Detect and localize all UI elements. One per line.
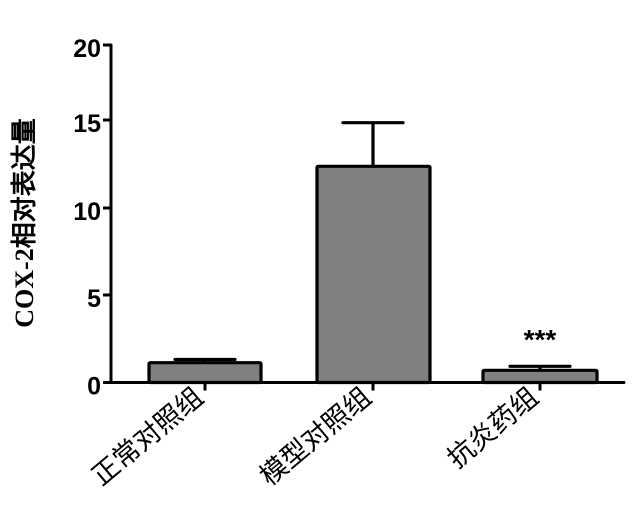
svg-text:0: 0	[87, 373, 101, 401]
svg-text:20: 20	[73, 35, 101, 63]
svg-text:10: 10	[73, 198, 101, 226]
svg-text:15: 15	[73, 110, 101, 138]
svg-text:COX-2相对表达量: COX-2相对表达量	[10, 118, 39, 327]
svg-text:***: ***	[524, 324, 557, 355]
svg-text:5: 5	[87, 285, 101, 313]
